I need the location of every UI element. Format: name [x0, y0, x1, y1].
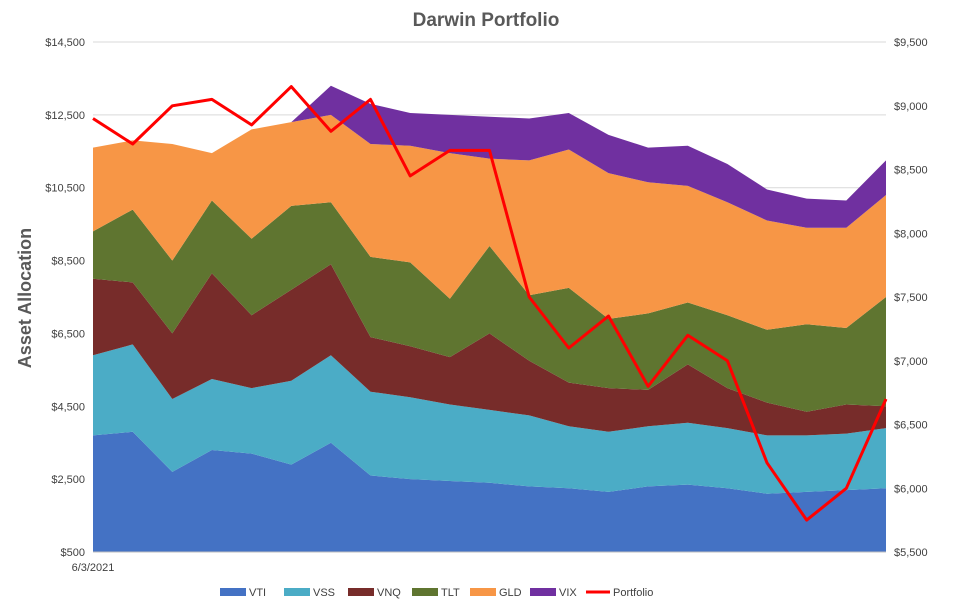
area-vix	[93, 85, 886, 228]
legend-swatch	[412, 588, 438, 596]
legend-swatch	[348, 588, 374, 596]
y2-tick-label: $9,500	[894, 37, 928, 49]
legend-item-gld: GLD	[470, 587, 522, 599]
legend-label: Portfolio	[613, 587, 653, 599]
y2-tick-label: $7,500	[894, 292, 928, 304]
y-tick-label: $12,500	[45, 110, 85, 122]
left-axis: $500 $2,500 $4,500 $6,500 $8,500 $10,500 $12,5…	[45, 37, 886, 559]
area-vss	[93, 344, 886, 494]
y-tick-label: $500	[61, 547, 85, 559]
y-tick-label: $10,500	[45, 183, 85, 195]
y2-tick-label: $9,000	[894, 101, 928, 113]
stacked-areas	[93, 85, 886, 552]
y2-tick-label: $7,000	[894, 356, 928, 368]
y-tick-label: $6,500	[51, 328, 85, 340]
area-vti	[93, 431, 886, 552]
legend-label: GLD	[499, 587, 522, 599]
y-axis-label: Asset Allocation	[15, 228, 35, 368]
area-vnq	[93, 264, 886, 436]
series-lines	[92, 85, 888, 522]
legend-label: VIX	[559, 587, 577, 599]
legend-swatch	[470, 588, 496, 596]
y-tick-label: $8,500	[51, 256, 85, 268]
y-tick-label: $2,500	[51, 474, 85, 486]
legend-swatch	[530, 588, 556, 596]
legend-swatch	[284, 588, 310, 596]
area-gld	[93, 114, 886, 330]
right-axis: $5,500 $6,000 $6,500 $7,000 $7,500 $8,000 $8,5…	[894, 37, 928, 559]
legend-item-portfolio: Portfolio	[586, 587, 653, 599]
area-tlt	[93, 200, 886, 412]
legend-label: TLT	[441, 587, 460, 599]
legend-label: VTI	[249, 587, 266, 599]
y2-tick-label: $8,000	[894, 228, 928, 240]
y2-tick-label: $6,000	[894, 483, 928, 495]
legend-swatch	[220, 588, 246, 596]
legend: VTI VSS VNQ TLT GLD VIX Portfolio	[220, 587, 653, 599]
line-portfolio	[92, 85, 888, 522]
y2-tick-label: $5,500	[894, 547, 928, 559]
legend-item-vnq: VNQ	[348, 587, 401, 599]
legend-item-tlt: TLT	[412, 587, 460, 599]
x-tick-label-start: 6/3/2021	[72, 562, 115, 574]
y-tick-label: $4,500	[51, 401, 85, 413]
legend-label: VSS	[313, 587, 335, 599]
legend-item-vss: VSS	[284, 587, 335, 599]
chart-title: Darwin Portfolio	[413, 10, 560, 31]
legend-item-vti: VTI	[220, 587, 266, 599]
legend-item-vix: VIX	[530, 587, 577, 599]
legend-label: VNQ	[377, 587, 401, 599]
y-tick-label: $14,500	[45, 37, 85, 49]
y2-tick-label: $6,500	[894, 420, 928, 432]
y2-tick-label: $8,500	[894, 165, 928, 177]
